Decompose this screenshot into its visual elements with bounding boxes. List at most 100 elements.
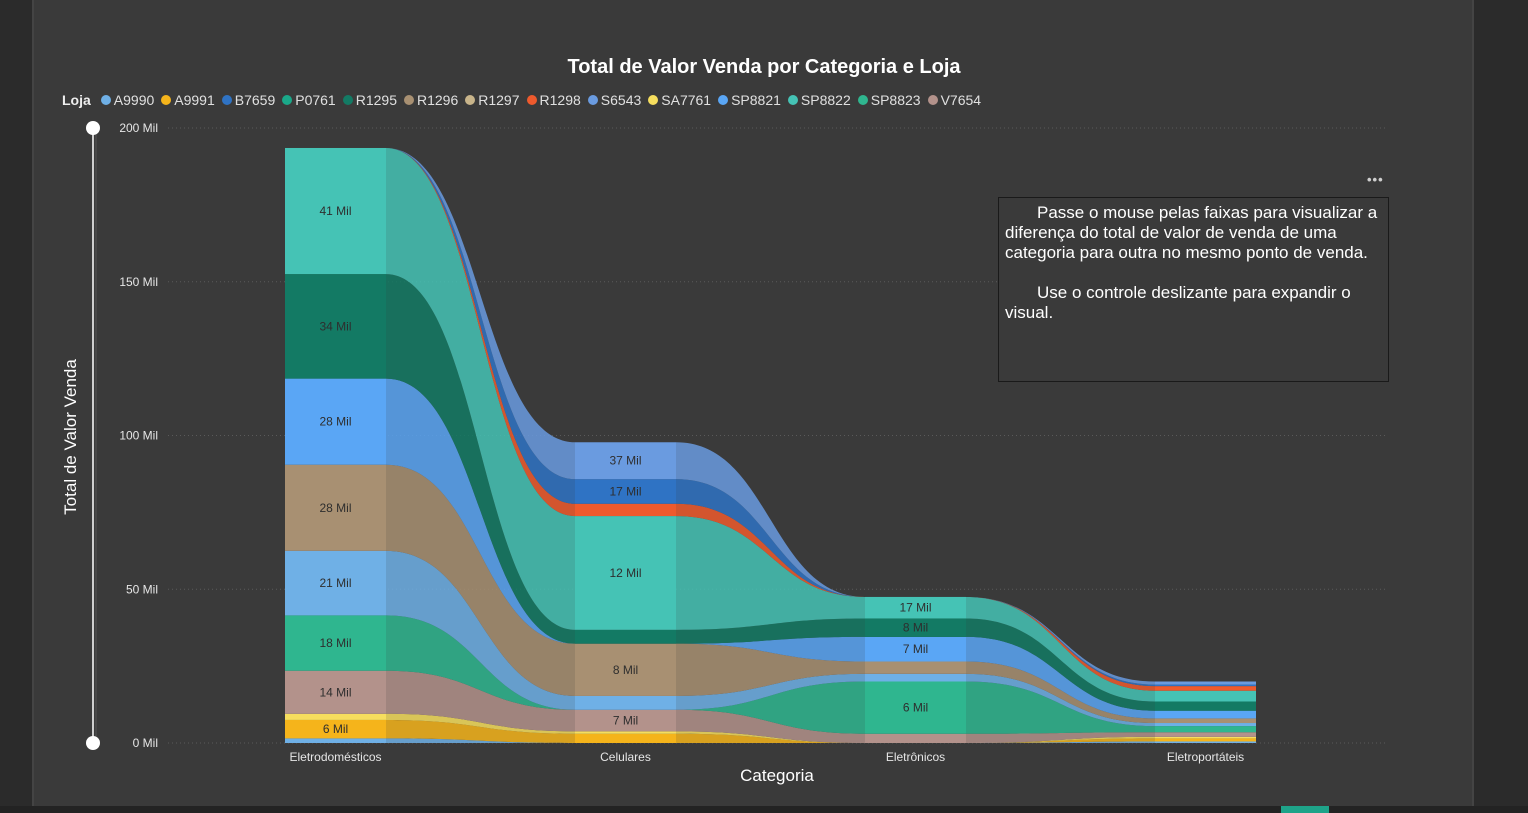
- ribbon-s6543[interactable]: [966, 596, 1155, 685]
- bar-segment-r1295[interactable]: [865, 618, 966, 637]
- legend-item-r1296[interactable]: R1296: [403, 92, 459, 108]
- ribbon-r1295[interactable]: [386, 274, 575, 644]
- legend-item-v7654[interactable]: V7654: [927, 92, 981, 108]
- bar-segment-v7654[interactable]: [865, 733, 966, 743]
- ribbon-sp8822[interactable]: [676, 516, 865, 630]
- ribbon-sp8821[interactable]: [676, 636, 865, 662]
- ribbon-a9990[interactable]: [966, 673, 1155, 727]
- bar-segment-sp8823[interactable]: [865, 681, 966, 734]
- y-tick-label: 50 Mil: [126, 582, 158, 596]
- bar-segment-a9991[interactable]: [1155, 738, 1256, 742]
- bar-segment-sp8821[interactable]: [1155, 710, 1256, 719]
- bar-segment-r1298[interactable]: [1155, 686, 1256, 691]
- legend-item-sp8822[interactable]: SP8822: [787, 92, 851, 108]
- chart-title: Total de Valor Venda por Categoria e Loj…: [567, 56, 961, 78]
- legend-item-a9990[interactable]: A9990: [100, 92, 154, 108]
- legend-item-r1298[interactable]: R1298: [526, 92, 581, 108]
- bar-segment-a9990[interactable]: [865, 673, 966, 682]
- legend-item-s6543[interactable]: S6543: [587, 92, 641, 108]
- ribbon-a9991[interactable]: [966, 738, 1155, 743]
- x-tick-label: Eletrônicos: [886, 750, 945, 764]
- ribbon-r1296[interactable]: [966, 661, 1155, 724]
- ribbon-r1298[interactable]: [386, 147, 575, 517]
- bar-segment-sp8822[interactable]: [865, 596, 966, 619]
- legend-item-a9991[interactable]: A9991: [161, 92, 215, 108]
- bar-segment-sp8821[interactable]: [285, 378, 386, 465]
- ribbon-sp8823[interactable]: [966, 681, 1155, 734]
- ribbon-r1298[interactable]: [966, 596, 1155, 691]
- bar-segment-sp8822[interactable]: [1155, 690, 1256, 702]
- bar-segment-sp8822[interactable]: [285, 147, 386, 275]
- legend-label: R1296: [416, 92, 459, 108]
- ribbon-sp8821[interactable]: [966, 636, 1155, 719]
- ribbon-sp8822[interactable]: [386, 147, 575, 630]
- ribbon-v7654[interactable]: [676, 709, 865, 743]
- bar-segment-a9990[interactable]: [285, 550, 386, 616]
- bar-segment-a9991[interactable]: [575, 733, 676, 743]
- bar-segment-r1295[interactable]: [575, 629, 676, 644]
- ribbon-r1295[interactable]: [966, 618, 1155, 711]
- ribbon-b7659[interactable]: [676, 479, 865, 597]
- bar-segment-v7654[interactable]: [285, 670, 386, 714]
- bar-segment-r1296[interactable]: [575, 643, 676, 696]
- bar-segment-r1296[interactable]: [1155, 718, 1256, 724]
- legend-item-p0761[interactable]: P0761: [282, 92, 336, 108]
- ribbon-sa7761[interactable]: [386, 713, 575, 734]
- bar-segment-r1296[interactable]: [285, 464, 386, 551]
- more-options-icon[interactable]: •••: [1367, 172, 1384, 187]
- bar-segment-r1296[interactable]: [865, 661, 966, 674]
- active-page-tab[interactable]: [1281, 806, 1329, 813]
- legend-label: P0761: [295, 92, 336, 108]
- data-label: 21 Mil: [319, 576, 351, 590]
- legend-item-sa7761[interactable]: SA7761: [648, 92, 711, 108]
- ribbon-r1295[interactable]: [676, 618, 865, 644]
- bar-segment-b7659[interactable]: [1155, 684, 1256, 687]
- ribbon-a9990[interactable]: [386, 550, 575, 710]
- bar-segment-v7654[interactable]: [575, 709, 676, 732]
- bar-segment-a9990[interactable]: [1155, 741, 1256, 743]
- bar-segment-s6543[interactable]: [575, 442, 676, 480]
- ribbon-r1296[interactable]: [676, 643, 865, 696]
- bar-segment-a9990[interactable]: [1155, 723, 1256, 727]
- ribbon-s6543[interactable]: [386, 147, 575, 480]
- legend-dot-icon: [526, 95, 537, 105]
- bar-segment-sp8822[interactable]: [575, 516, 676, 630]
- bar-segment-sp8823[interactable]: [285, 615, 386, 671]
- bar-segment-r1295[interactable]: [1155, 701, 1256, 711]
- zoom-slider-handle-bottom[interactable]: [86, 736, 100, 750]
- bar-segment-a9991[interactable]: [285, 719, 386, 739]
- bar-segment-r1295[interactable]: [285, 274, 386, 379]
- bar-segment-r1298[interactable]: [575, 503, 676, 517]
- bar-segment-sp8823[interactable]: [1155, 726, 1256, 733]
- bar-segment-sa7761[interactable]: [285, 713, 386, 720]
- legend-item-r1297[interactable]: R1297: [465, 92, 520, 108]
- bar-segment-sp8821[interactable]: [865, 636, 966, 662]
- ribbon-s6543[interactable]: [676, 442, 865, 597]
- bar-segment-a9990[interactable]: [285, 738, 386, 743]
- bar-segment-sa7761[interactable]: [575, 731, 676, 734]
- ribbon-sa7761[interactable]: [676, 731, 865, 743]
- legend-item-sp8823[interactable]: SP8823: [857, 92, 921, 108]
- ribbon-r1296[interactable]: [386, 464, 575, 696]
- legend-item-sp8821[interactable]: SP8821: [718, 92, 781, 108]
- bar-segment-b7659[interactable]: [575, 479, 676, 504]
- info-paragraph-1: Passe o mouse pelas faixas para visualiz…: [1005, 203, 1378, 262]
- ribbon-a9990[interactable]: [386, 738, 575, 743]
- bar-segment-v7654[interactable]: [1155, 732, 1256, 737]
- ribbon-v7654[interactable]: [966, 732, 1155, 743]
- ribbon-a9990[interactable]: [676, 673, 865, 710]
- ribbon-sp8823[interactable]: [676, 681, 865, 734]
- ribbon-sp8822[interactable]: [966, 596, 1155, 702]
- x-axis-title: Categoria: [740, 766, 814, 785]
- ribbon-v7654[interactable]: [386, 670, 575, 732]
- bar-segment-s6543[interactable]: [1155, 681, 1256, 685]
- data-label: 6 Mil: [323, 722, 348, 736]
- bar-segment-sa7761[interactable]: [1155, 736, 1256, 739]
- legend-item-r1295[interactable]: R1295: [342, 92, 397, 108]
- data-label: 8 Mil: [613, 663, 638, 677]
- legend-item-b7659[interactable]: B7659: [221, 92, 275, 108]
- bar-segment-a9990[interactable]: [575, 695, 676, 710]
- ribbon-a9991[interactable]: [386, 719, 575, 743]
- zoom-slider-handle-top[interactable]: [86, 121, 100, 135]
